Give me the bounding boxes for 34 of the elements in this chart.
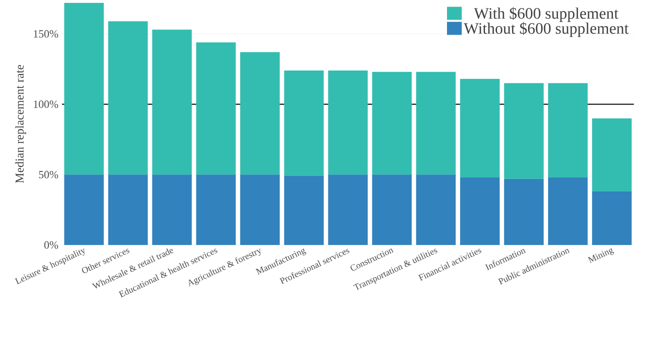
bar <box>196 42 236 175</box>
bar <box>108 174 148 245</box>
y-tick-label: 0% <box>44 241 58 249</box>
bar <box>372 174 412 245</box>
bar <box>504 83 544 179</box>
bar <box>240 52 280 175</box>
legend-label: Without $600 supplement <box>464 22 629 38</box>
bar <box>328 174 368 245</box>
bar <box>108 21 148 175</box>
bar <box>592 192 632 245</box>
legend-label: With $600 supplement <box>474 7 618 22</box>
bar <box>416 72 456 175</box>
bar <box>504 178 544 245</box>
bar <box>372 72 412 175</box>
x-tick-label: Mining <box>588 248 614 264</box>
bar <box>460 177 500 245</box>
bar <box>328 70 368 175</box>
bar <box>284 176 324 245</box>
bar <box>592 118 632 192</box>
bar <box>460 78 500 178</box>
y-tick-label: 100% <box>34 100 58 108</box>
bar <box>416 174 456 245</box>
y-tick-label: 50% <box>39 170 58 178</box>
bar <box>548 177 588 245</box>
bar <box>548 83 588 178</box>
y-tick-label: 150% <box>34 30 58 38</box>
bar <box>152 174 192 245</box>
bar <box>284 70 324 176</box>
bar <box>196 174 236 245</box>
bar <box>240 174 280 245</box>
bar <box>152 30 192 175</box>
bar <box>64 2 104 175</box>
y-axis-title: Median replacement rate <box>15 64 26 184</box>
bar <box>64 174 104 245</box>
